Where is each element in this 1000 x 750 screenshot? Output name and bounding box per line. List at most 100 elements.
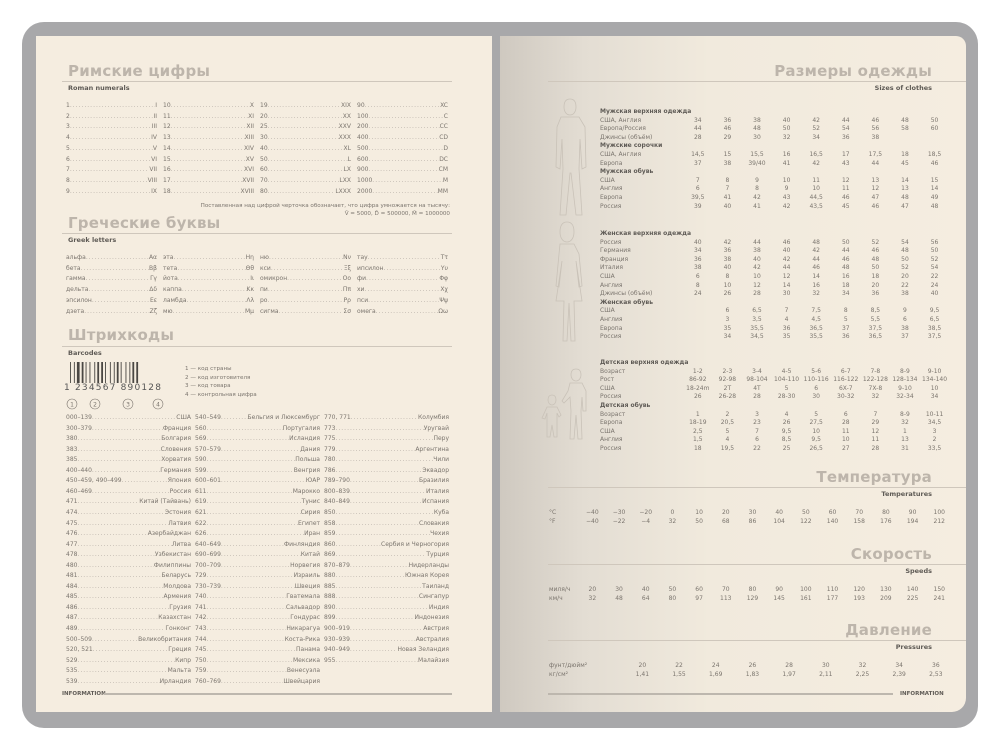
size-value: 28-30 [777, 393, 796, 401]
size-value [890, 134, 920, 141]
roman-numeral-entry: 25 XXV [260, 123, 351, 130]
barcode-country-entry: 860 Сербия и Черногория [324, 541, 449, 548]
barcode-country-entry: 775 Перу [324, 435, 449, 442]
greek-letter-entry: эта Ηη [163, 254, 254, 261]
size-value: 42 [812, 159, 820, 167]
size-value: 9-10 [898, 384, 912, 392]
dot-leader [92, 467, 160, 474]
dot-leader [206, 520, 298, 527]
barcode-country-entry: 569 Исландия [195, 435, 320, 442]
conversion-value: 194 [906, 517, 919, 525]
conversion-value: 90 [775, 586, 783, 593]
size-value: 48 [812, 238, 820, 246]
roman-numeral-entry-key: 90 [357, 102, 365, 109]
greek-letter-entry: кси Ξξ [260, 265, 351, 272]
barcode-country-entry-key: 870–879 [324, 561, 350, 569]
roman-numeral-entry-value: VI [151, 155, 157, 163]
size-value: 6 [695, 185, 700, 193]
conversion-value: 140 [826, 517, 839, 525]
size-value: 46 [871, 247, 880, 255]
barcode-country-entry-key: 880 [324, 572, 336, 580]
barcode-country-entry-key: 930–939 [324, 635, 350, 643]
barcode-country-entry-key: 486 [66, 603, 78, 611]
size-value: 45 [901, 159, 909, 167]
size-value: 56 [871, 125, 880, 133]
barcode-country-entry-key: 744 [195, 635, 207, 643]
dot-leader [221, 562, 290, 569]
greek-letter-entry-key: эта [163, 254, 174, 261]
conversion-value: 50 [695, 517, 703, 525]
barcode-country-entry: 481 Беларусь [66, 572, 191, 579]
greek-letter-entry-value: Ββ [149, 264, 157, 272]
dot-leader [77, 583, 163, 590]
greek-letter-entry-key: каппа [163, 286, 182, 294]
conversion-value: 20 [588, 586, 597, 593]
size-value: 8 [843, 307, 848, 315]
size-value: 48 [871, 255, 880, 263]
barcode-country-entry: 000–139 США [66, 414, 191, 421]
size-value: 13 [901, 436, 909, 444]
conversion-value: −40 [586, 509, 599, 516]
sizes-subtitle: Sizes of clothes [874, 84, 932, 92]
size-value: 44 [812, 255, 820, 263]
barcode-country-entry-value: США [176, 414, 191, 421]
dot-leader [350, 646, 398, 653]
barcode-country-entry-value: Панама [296, 646, 320, 654]
dot-leader [335, 456, 433, 463]
barcode-country-entry-value: Греция [168, 646, 191, 654]
pressure-title: Давление [845, 621, 932, 639]
roman-numeral-entry: 16 XVI [163, 166, 254, 173]
greek-letter-entry: омикрон Οο [260, 275, 351, 282]
size-value: 26 [693, 393, 702, 401]
size-value: 50 [901, 255, 909, 263]
size-group-header: Мужские сорочки [600, 142, 663, 150]
barcode-bar [97, 362, 100, 384]
barcode-country-entry-key: 690–699 [195, 551, 221, 559]
roman-numeral-entry-key: 3 [66, 123, 70, 131]
barcode-country-entry-value: Коста-Рика [284, 635, 320, 643]
barcode-country-entry: 930–939 Австралия [324, 636, 449, 643]
size-value: 28 [753, 290, 761, 298]
size-value: 34,5 [927, 419, 942, 427]
barcode-bar [109, 362, 111, 384]
barcode-country-entry-key: 300–379 [66, 424, 92, 432]
conversion-row: °C −40 −30 −20 0 10 20 30 40 50 60 70 80 90 100 [549, 509, 953, 516]
conversion-value: 50 [668, 586, 677, 593]
size-label: Россия [600, 393, 622, 401]
barcode-country-entry: 471 Китай (Тайвань) [66, 498, 191, 505]
roman-numeral-entry-value: XXV [338, 123, 351, 131]
barcode-country-entry-key: 858 [324, 519, 336, 527]
dot-leader [171, 102, 250, 109]
size-row: США 2,5 5 7 9,5 10 11 12 1 3 [600, 428, 949, 435]
roman-numeral-entry: 400 CD [357, 134, 448, 141]
size-value: 34 [693, 247, 702, 255]
dot-leader [268, 166, 344, 173]
footer-line [548, 693, 893, 695]
size-value: 30-32 [837, 393, 855, 401]
dot-leader [77, 509, 164, 516]
size-row: Джинсы (объём) 24 26 28 30 32 34 36 38 40 [600, 290, 949, 297]
dot-leader [70, 156, 151, 163]
greek-letter-entry: омега Ωω [357, 308, 448, 315]
size-group-header: Мужская верхняя одежда [600, 108, 692, 115]
roman-numeral-entry: 7 VII [66, 166, 157, 173]
size-value: 7 [755, 427, 759, 435]
size-value: 12 [871, 185, 880, 193]
conversion-value: 80 [882, 509, 890, 516]
roman-numeral-entry-value: CC [439, 123, 448, 131]
size-label: Италия [600, 264, 624, 272]
barcode-country-entry-value: Узбекистан [154, 551, 191, 559]
size-value: 18,5 [927, 151, 942, 158]
dot-leader [77, 456, 161, 463]
size-value: 36,5 [868, 333, 883, 341]
roman-numeral-entry-value: XVIII [240, 187, 254, 195]
conversion-value: 30 [615, 586, 623, 593]
roman-numeral-entry-key: 2 [66, 112, 70, 120]
size-value: 7X-8 [868, 384, 883, 392]
dot-leader [206, 425, 282, 432]
barcode-country-entry-value: Египет [298, 519, 320, 527]
barcode-country-entry-value: Малайзия [418, 656, 449, 664]
size-value: 42 [812, 116, 820, 124]
dot-leader [335, 604, 428, 611]
barcode-country-entry-key: 840–849 [324, 498, 350, 506]
